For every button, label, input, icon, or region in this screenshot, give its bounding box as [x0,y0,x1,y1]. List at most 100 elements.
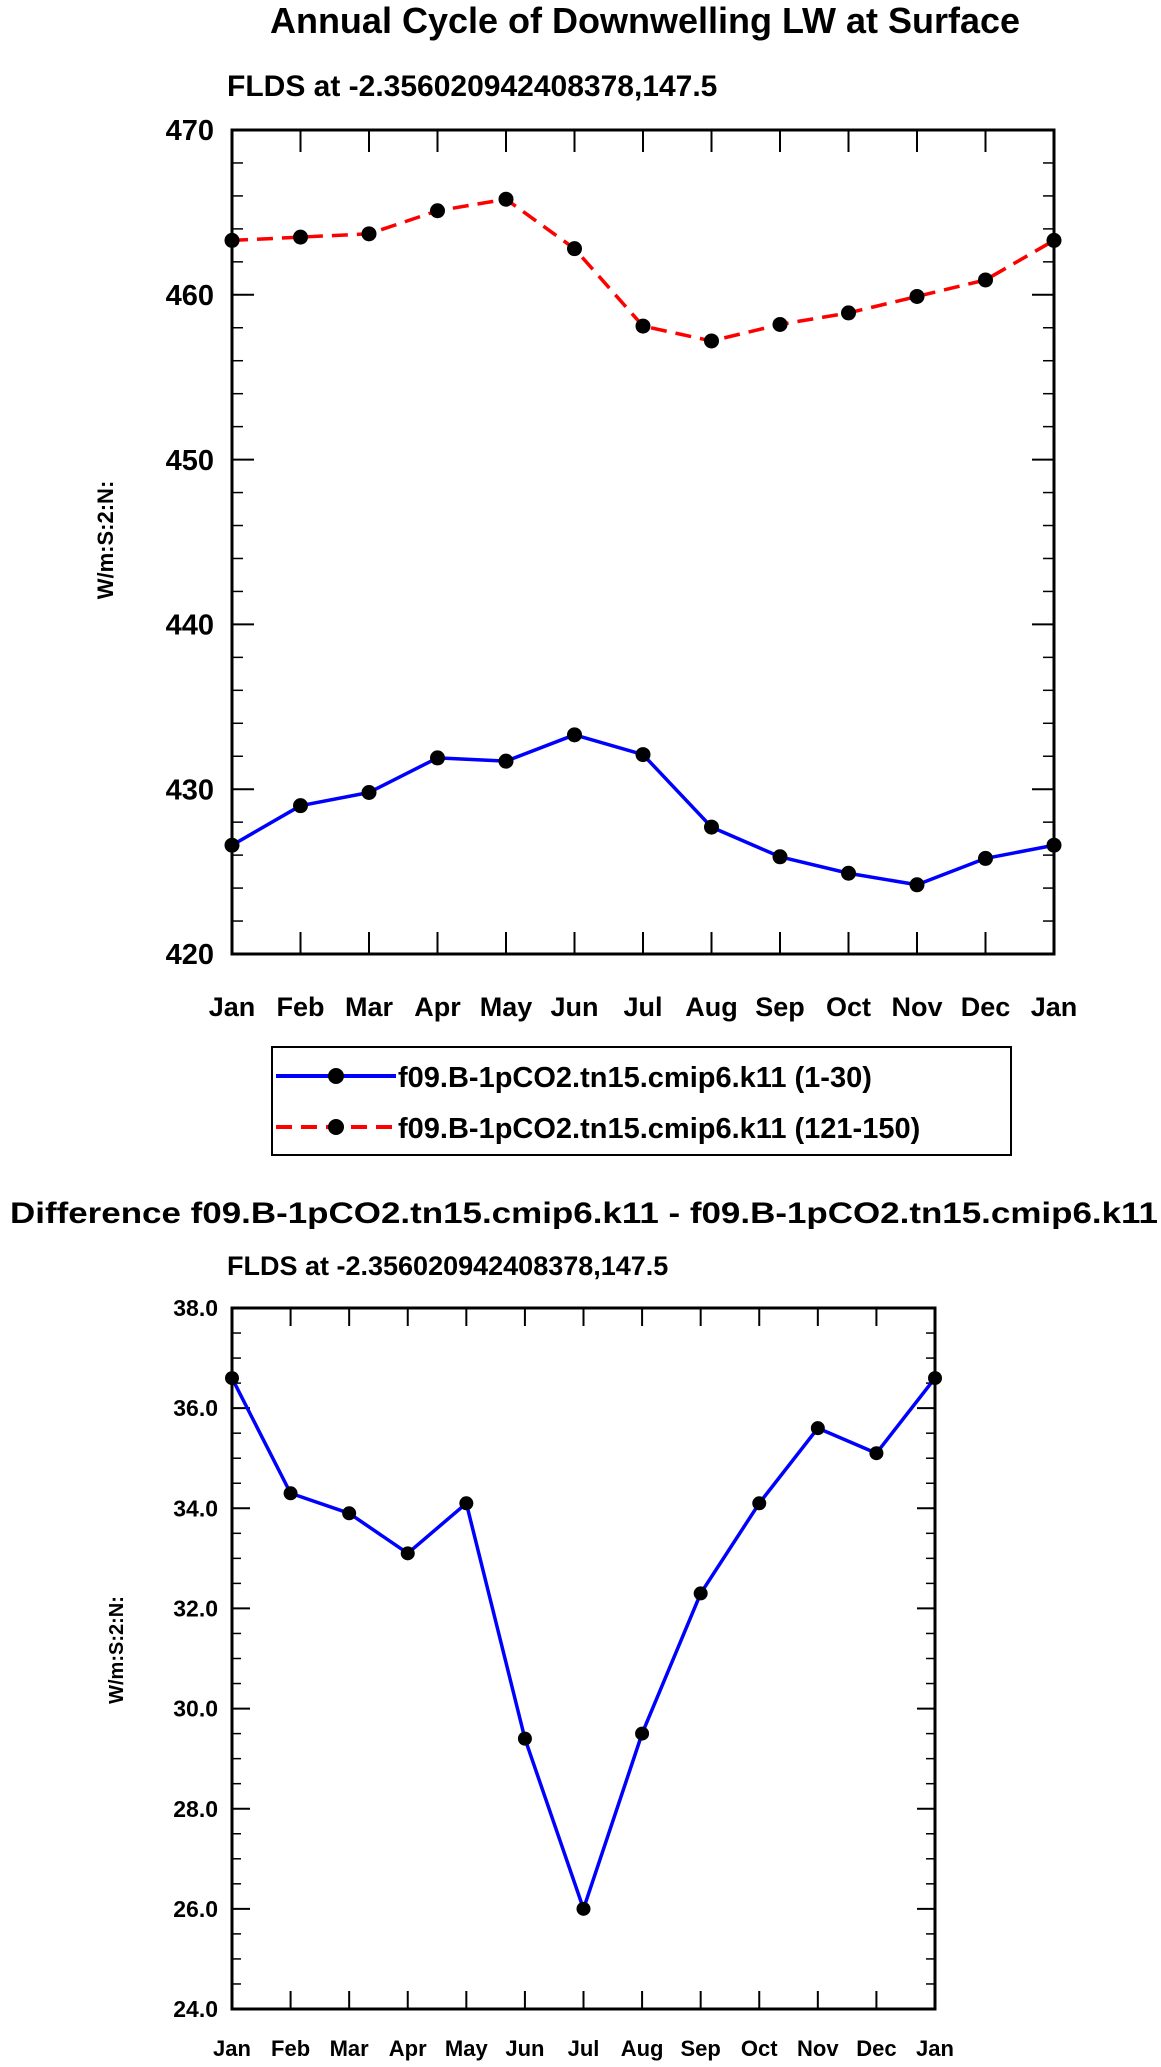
chart1-ylabel: W/m:S:2:N: [93,481,118,600]
x-tick-label: Oct [826,992,871,1022]
y-tick-label: 28.0 [173,1796,218,1822]
series-1-point [361,784,377,800]
x-tick-label: Nov [891,992,942,1022]
series-2-point [498,191,514,207]
chart-annual-cycle: Annual Cycle of Downwelling LW at Surfac… [93,0,1078,1156]
x-tick-label: Mar [345,992,394,1022]
y-tick-label: 32.0 [173,1595,218,1621]
x-tick-label: Jan [916,2036,954,2061]
series-2-point [635,318,651,334]
chart2-ylabel: W/m:S:2:N: [106,1596,128,1704]
series-2-point [224,232,240,248]
series-1-point [978,850,993,866]
series-1-point [225,1371,239,1386]
x-tick-label: Nov [797,2036,839,2061]
series-1-point [498,753,514,769]
series-1-point [869,1446,884,1461]
x-tick-label: Oct [741,2036,778,2061]
y-tick-label: 440 [166,610,214,642]
x-tick-label: Jun [505,2036,544,2061]
series-2-point [1046,232,1062,248]
series-2-point [361,226,377,242]
x-tick-label: Sep [680,2036,720,2061]
chart2-series [225,1371,942,1916]
x-tick-label: Dec [856,2036,896,2061]
series-1-point [693,1586,708,1601]
x-tick-label: Apr [389,2036,427,2061]
series-1-point [430,750,445,766]
legend-label-series2: f09.B-1pCO2.tn15.cmip6.k11 (121-150) [398,1113,920,1145]
y-tick-label: 36.0 [173,1395,218,1421]
series-1-point [576,1901,591,1916]
legend-label-series1: f09.B-1pCO2.tn15.cmip6.k11 (1-30) [398,1062,872,1094]
series-1-point [841,865,856,881]
chart2-axes: Jan Feb Mar Apr May Jun Jul Aug Sep Oct Nov Dec Jan 2… [173,1295,954,2061]
series-1-point [517,1731,532,1746]
series-2-point [772,316,788,332]
y-tick-label: 30.0 [173,1696,218,1722]
series-1-point [400,1546,415,1561]
x-tick-label: Mar [330,2036,370,2061]
y-tick-label: 430 [166,774,214,806]
series-1-point [342,1506,357,1521]
chart1-subtitle: FLDS at -2.356020942408378,147.5 [227,70,717,103]
x-tick-label: Jun [550,992,598,1022]
x-tick-label: May [445,2036,489,2061]
series-2-point [430,203,445,219]
series-1-point [224,837,240,853]
x-tick-label: Jan [1031,992,1078,1022]
series-1-point [752,1496,767,1511]
series-1-point [635,747,651,763]
y-tick-label: 34.0 [173,1495,218,1521]
x-tick-label: Jan [213,2036,251,2061]
chart1-legend: f09.B-1pCO2.tn15.cmip6.k11 (1-30) f09.B-… [271,1046,1012,1156]
chart2-title: Difference f09.B-1pCO2.tn15.cmip6.k11 - … [10,1197,1158,1230]
series-2-point [567,241,582,257]
x-tick-label: Aug [621,2036,664,2061]
series-1-point [928,1371,942,1386]
x-tick-label: Dec [961,992,1011,1022]
series-line-1 [230,1377,937,1911]
chart1-axes: Jan Feb Mar Apr May Jun Jul Aug Sep Oct Nov Dec Jan 4… [166,115,1078,1022]
x-tick-label: Aug [685,992,737,1022]
series-1-point [283,1486,298,1501]
y-tick-label: 420 [166,939,214,971]
x-tick-label: Jul [568,2036,600,2061]
x-tick-label: Jan [209,992,256,1022]
y-tick-label: 470 [166,115,214,147]
chart1-title: Annual Cycle of Downwelling LW at Surfac… [270,0,1020,41]
y-tick-label: 24.0 [173,1996,218,2022]
y-tick-label: 26.0 [173,1896,218,1922]
series-1-point [635,1726,650,1741]
series-1-point [772,849,788,865]
y-tick-label: 460 [166,280,214,312]
y-tick-label: 38.0 [173,1295,218,1321]
series-1-point [459,1496,474,1511]
x-tick-label: May [480,992,533,1022]
series-2-point [909,288,925,304]
x-tick-label: Feb [271,2036,310,2061]
x-tick-label: Jul [623,992,662,1022]
series-1-point [293,798,308,814]
x-tick-label: Feb [276,992,324,1022]
chart1-series [224,191,1062,893]
series-2-point [978,272,993,288]
legend-marker-series2 [328,1119,344,1135]
series-1-point [567,727,582,743]
y-tick-label: 450 [166,445,214,477]
chart2-subtitle: FLDS at -2.356020942408378,147.5 [227,1251,668,1281]
x-tick-label: Apr [414,992,461,1022]
chart1-legend-box [271,1046,1012,1156]
series-1-point [1046,837,1062,853]
legend-marker-series1 [328,1068,344,1084]
x-tick-label: Sep [755,992,805,1022]
series-1-point [704,819,719,835]
series-1-point [909,877,925,893]
series-2-point [704,333,719,349]
series-2-point [293,229,308,245]
series-2-point [841,305,856,321]
plot-frame [230,128,1056,956]
series-1-point [810,1421,825,1436]
chart-difference: Difference f09.B-1pCO2.tn15.cmip6.k11 - … [10,1197,1158,2061]
